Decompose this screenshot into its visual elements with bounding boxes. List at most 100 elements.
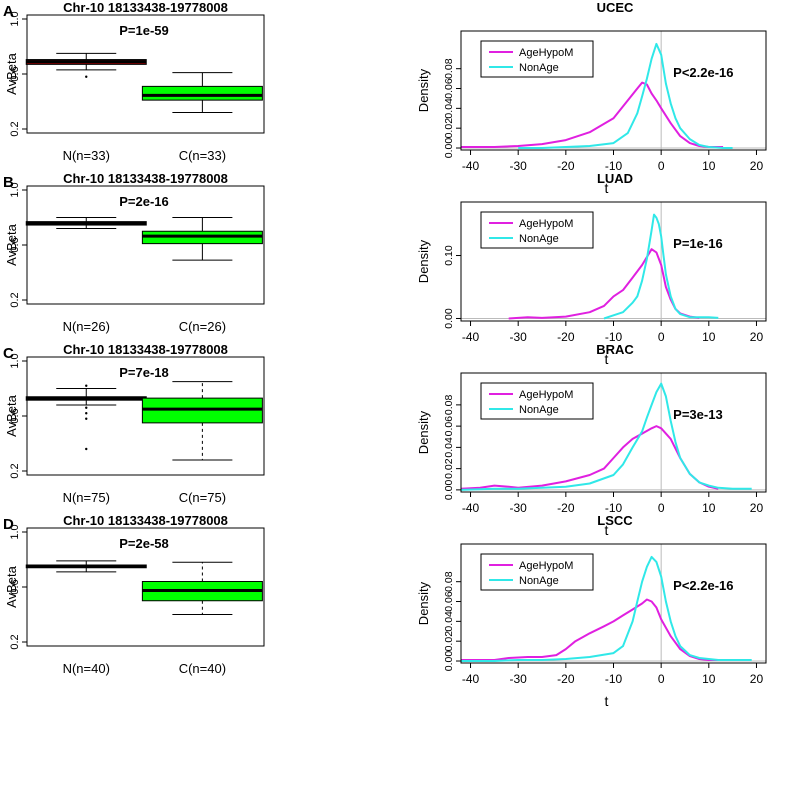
outlier-point [85, 447, 88, 451]
y-axis-label: AvBeta [4, 394, 19, 436]
x-axis-label: t [605, 351, 609, 367]
x-tick-label: 10 [702, 672, 716, 686]
x-axis-label: t [605, 693, 609, 709]
y-tick-label: 0.06 [443, 78, 455, 99]
x-tick-label: 10 [702, 330, 716, 344]
x-tick-label: -20 [557, 672, 575, 686]
x-category-label: C(n=33) [179, 148, 226, 163]
x-tick-label: -10 [605, 672, 623, 686]
panel-letter: C [3, 345, 14, 362]
x-axis-label: t [605, 522, 609, 538]
density-line-agehypom [508, 248, 700, 320]
x-category-label: C(n=75) [179, 490, 226, 505]
y-tick-label: 0.06 [443, 591, 455, 612]
panel-letter: B [3, 174, 14, 191]
y-tick-label: 0.04 [443, 98, 455, 119]
x-tick-label: 0 [658, 330, 665, 344]
y-tick-label: 0.08 [443, 394, 455, 415]
x-tick-label: 0 [658, 159, 665, 173]
p-value-annotation: P<2.2e-16 [673, 578, 733, 593]
y-tick-label: 0.00 [443, 138, 455, 159]
outlier-point [85, 406, 88, 409]
x-category-label: C(n=26) [179, 319, 226, 334]
y-tick-label: 0.00 [443, 308, 455, 329]
chart-title: Chr-10 18133438-19778008 [63, 342, 228, 357]
p-value-annotation: P=3e-13 [673, 407, 723, 422]
legend-label: AgeHypoM [519, 218, 573, 230]
chart-title: Chr-10 18133438-19778008 [63, 171, 228, 186]
y-tick-label: 0.6 [9, 66, 21, 81]
y-tick-label: 0.08 [443, 571, 455, 592]
x-tick-label: 0 [658, 672, 665, 686]
y-axis-label: Density [416, 239, 431, 283]
y-tick-label: 0.6 [9, 237, 21, 252]
y-axis-label: Density [416, 68, 431, 112]
y-tick-label: 0.04 [443, 611, 455, 632]
p-value-annotation: P<2.2e-16 [673, 65, 733, 80]
legend-box [480, 211, 594, 249]
chart-title: UCEC [597, 0, 634, 15]
x-tick-label: -30 [510, 330, 528, 344]
x-tick-label: 20 [750, 330, 764, 344]
legend-label: NonAge [519, 404, 559, 416]
y-tick-label: 0.04 [443, 437, 455, 458]
x-tick-label: 10 [702, 501, 716, 515]
x-category-label: C(n=40) [179, 661, 226, 676]
y-axis-label: AvBeta [4, 565, 19, 607]
panel-letter: A [3, 3, 14, 20]
panel-letter: D [3, 516, 14, 533]
x-axis-label: t [605, 180, 609, 196]
x-tick-label: -20 [557, 501, 575, 515]
y-axis-label: Density [416, 581, 431, 625]
legend-box [480, 382, 594, 420]
outlier-point [85, 75, 88, 78]
legend-label: NonAge [519, 575, 559, 587]
y-tick-label: 0.2 [9, 463, 21, 478]
density-line-agehypom [461, 81, 724, 148]
x-category-label: N(n=40) [63, 661, 110, 676]
y-tick-label: 0.02 [443, 631, 455, 652]
x-tick-label: 10 [702, 159, 716, 173]
y-tick-label: 1.0 [9, 182, 21, 197]
x-tick-label: -10 [605, 330, 623, 344]
x-tick-label: -20 [557, 159, 575, 173]
x-category-label: N(n=75) [63, 490, 110, 505]
p-value-annotation: P=2e-58 [119, 536, 169, 551]
y-axis-label: AvBeta [4, 223, 19, 265]
p-value-annotation: P=2e-16 [119, 194, 169, 209]
chart-title: BRAC [596, 342, 634, 357]
y-tick-label: 0.08 [443, 58, 455, 79]
density-line-nonage [603, 213, 719, 320]
legend-box [480, 553, 594, 591]
density-line-nonage [518, 42, 733, 149]
legend-label: AgeHypoM [519, 560, 573, 572]
chart-title: Chr-10 18133438-19778008 [63, 0, 228, 15]
x-category-label: N(n=26) [63, 319, 110, 334]
x-tick-label: -20 [557, 330, 575, 344]
x-tick-label: -30 [510, 672, 528, 686]
x-tick-label: 20 [750, 501, 764, 515]
y-tick-label: 1.0 [9, 353, 21, 368]
y-tick-label: 1.0 [9, 11, 21, 26]
y-tick-label: 0.00 [443, 479, 455, 500]
y-axis-label: Density [416, 410, 431, 454]
x-tick-label: -30 [510, 159, 528, 173]
outlier-point [85, 384, 88, 387]
x-tick-label: 0 [658, 501, 665, 515]
outlier-point [85, 412, 88, 415]
x-tick-label: -10 [605, 501, 623, 515]
legend-label: NonAge [519, 233, 559, 245]
box [141, 85, 263, 101]
density-line-agehypom [461, 598, 719, 661]
y-tick-label: 0.02 [443, 458, 455, 479]
y-tick-label: 0.2 [9, 121, 21, 136]
legend-box [480, 40, 594, 78]
density-line-nonage [460, 382, 752, 491]
y-tick-label: 0.00 [443, 651, 455, 672]
p-value-annotation: P=7e-18 [119, 365, 169, 380]
x-tick-label: -40 [462, 159, 480, 173]
x-tick-label: -40 [462, 672, 480, 686]
y-tick-label: 0.6 [9, 579, 21, 594]
outlier-point [85, 417, 88, 420]
